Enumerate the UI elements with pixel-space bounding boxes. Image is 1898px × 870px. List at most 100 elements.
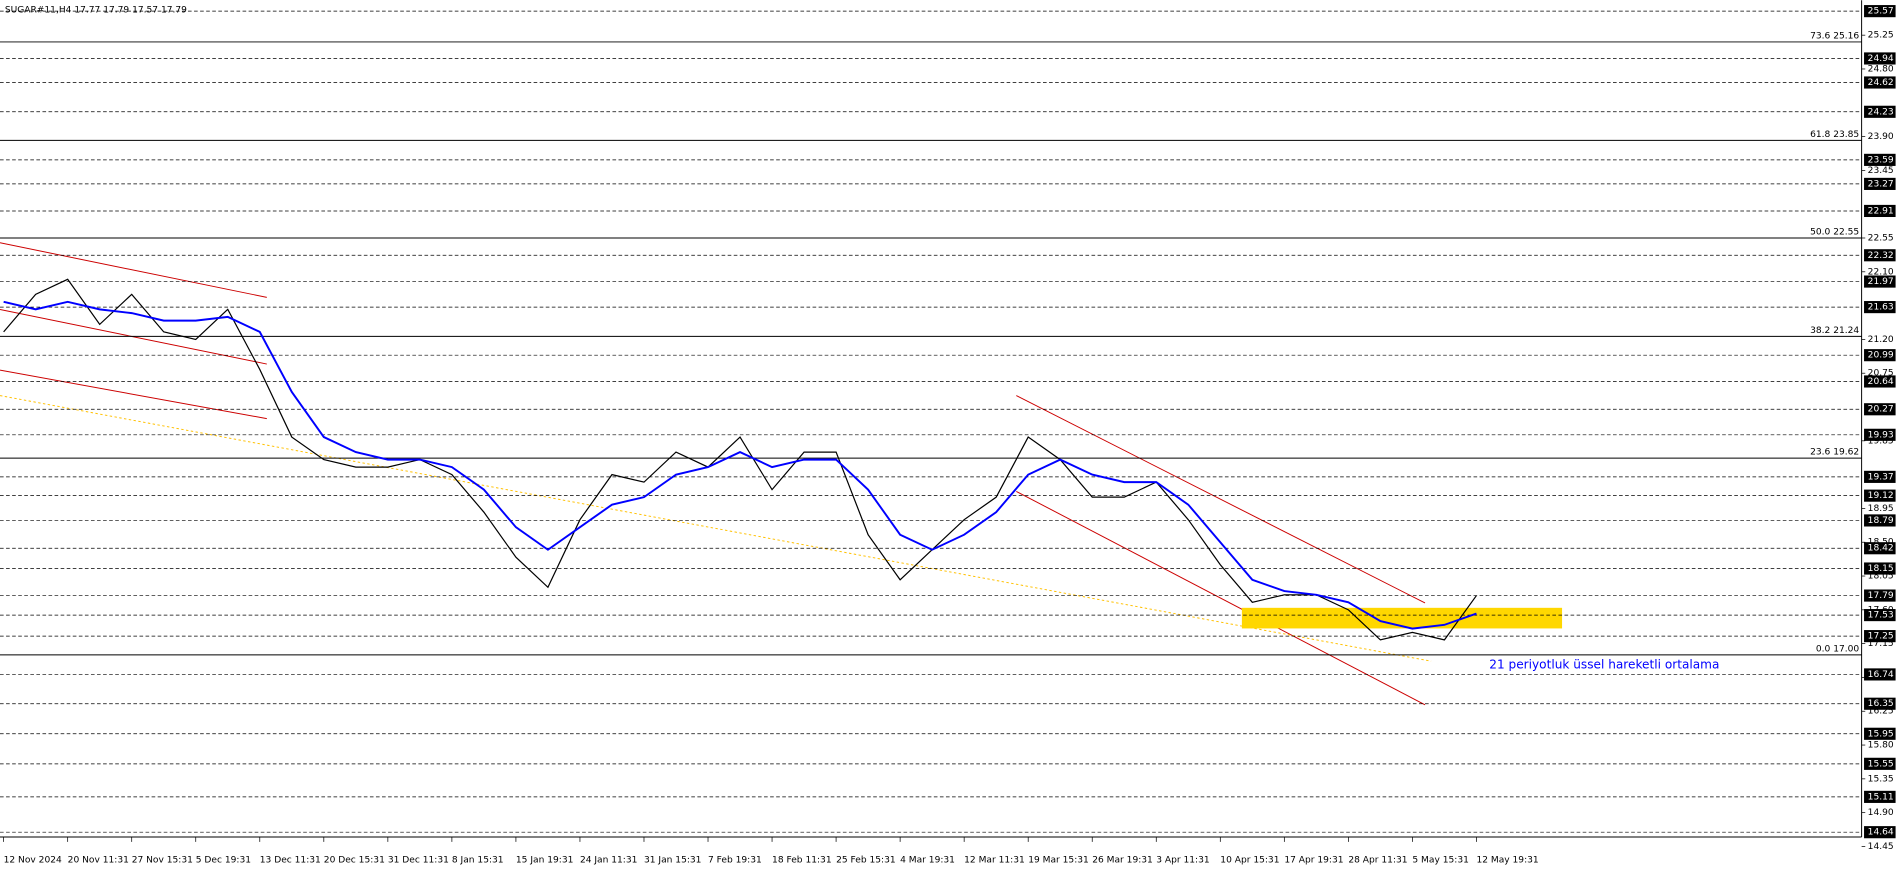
level-label: 20.27 [1868,405,1894,415]
level-box [1864,668,1896,681]
level-box [1864,514,1896,527]
x-tick-label: 4 Mar 19:31 [900,856,955,866]
level-box [1864,697,1896,710]
x-tick-label: 12 Nov 2024 [4,856,62,866]
zone [1241,607,1563,629]
level-box [1864,630,1896,643]
annotation: 21 periyotluk üssel hareketli ortalama [1489,657,1719,671]
x-tick-label: 12 May 19:31 [1476,856,1538,866]
y-tick-label: 15.80 [1868,741,1894,751]
plot [3,278,1477,641]
level-box [1864,428,1896,441]
x-tick-label: 28 Apr 11:31 [1348,856,1407,866]
y-tick-label: 17.15 [1868,639,1894,649]
series-line [3,278,1477,641]
level-box [1864,301,1896,314]
y-tick-label: 25.25 [1868,31,1894,41]
channel-line [0,242,267,298]
y-tick-label: 15.35 [1868,774,1894,784]
level-label: 18.42 [1868,544,1894,554]
level-box [1864,5,1896,18]
level-box [1864,727,1896,740]
level-box [1864,403,1896,416]
level-label: 18.79 [1868,516,1894,526]
x-tick-label: 7 Feb 19:31 [708,856,762,866]
level-label: 16.74 [1868,670,1894,680]
level-label: 19.37 [1868,472,1894,482]
level-label: 14.64 [1868,828,1894,838]
x-tick-label: 19 Mar 15:31 [1028,856,1089,866]
level-box [1864,177,1896,190]
level-box [1864,76,1896,89]
level-box [1864,275,1896,288]
level-label: 21.63 [1868,303,1894,313]
level-label: 25.57 [1868,7,1894,17]
drawings [0,242,1563,706]
level-box [1864,609,1896,622]
level-label: 17.79 [1868,591,1894,601]
fib-label: 0.0 17.00 [1816,644,1860,654]
level-label: 19.93 [1868,430,1894,440]
level-box [1864,826,1896,839]
level-box [1864,757,1896,770]
x-tick-label: 5 Dec 19:31 [196,856,251,866]
level-box [1864,790,1896,803]
level-box [1864,153,1896,166]
level-box [1864,249,1896,262]
level-box [1864,589,1896,602]
level-box [1864,375,1896,388]
x-tick-label: 31 Dec 11:31 [388,856,449,866]
x-tick-label: 26 Mar 19:31 [1092,856,1153,866]
level-label: 15.55 [1868,759,1894,769]
level-box [1864,52,1896,65]
series-line [3,300,1477,630]
x-tick-label: 20 Nov 11:31 [68,856,129,866]
x-tick-label: 25 Feb 15:31 [836,856,896,866]
level-label: 24.94 [1868,54,1894,64]
level-label: 15.11 [1868,792,1894,802]
y-tick-label: 21.20 [1868,335,1894,345]
x-tick-label: 12 Mar 11:31 [964,856,1025,866]
fib-label: 73.6 25.16 [1810,31,1859,41]
y-tick-label: 14.45 [1868,842,1894,852]
y-tick-label: 18.05 [1868,572,1894,582]
x-tick-label: 18 Feb 11:31 [772,856,832,866]
level-label: 20.99 [1868,351,1894,361]
x-tick-label: 31 Jan 15:31 [644,856,701,866]
fib-label: 61.8 23.85 [1810,130,1859,140]
level-label: 17.53 [1868,611,1894,621]
fib-label: 38.2 21.24 [1810,326,1859,336]
y-tick-label: 22.10 [1868,267,1894,277]
level-label: 24.23 [1868,107,1894,117]
level-label: 17.25 [1868,632,1894,642]
y-tick-label: 16.25 [1868,707,1894,717]
y-tick-label: 22.55 [1868,233,1894,243]
chart-title: SUGAR#11,H4 17.77 17.79 17.57 17.79 [5,5,187,15]
level-label: 21.97 [1868,277,1894,287]
y-tick-label: 20.75 [1868,369,1894,379]
channel-line [1016,490,1426,706]
level-box [1864,489,1896,502]
fib-label: 50.0 22.55 [1810,227,1859,237]
level-box [1864,105,1896,118]
level-box [1864,470,1896,483]
y-tick-label: 14.90 [1868,808,1894,818]
level-label: 16.35 [1868,699,1894,709]
level-box [1864,542,1896,555]
axis-labels: 25.25 24.80 23.90 23.45 22.55 22.10 21.20 20.75… [3,5,1896,866]
x-tick-label: 13 Dec 11:31 [260,856,321,866]
channel-line [1016,395,1426,604]
level-box [1864,204,1896,218]
y-tick-label: 23.90 [1868,132,1894,142]
y-tick-label: 24.80 [1868,64,1894,74]
y-tick-label: 19.85 [1868,436,1894,446]
x-tick-label: 10 Apr 15:31 [1220,856,1279,866]
x-tick-label: 24 Jan 11:31 [580,856,637,866]
level-box [1864,562,1896,575]
level-label: 23.59 [1868,155,1894,165]
level-label: 15.95 [1868,729,1894,739]
channel-line [0,369,267,420]
x-tick-label: 5 May 15:31 [1412,856,1468,866]
